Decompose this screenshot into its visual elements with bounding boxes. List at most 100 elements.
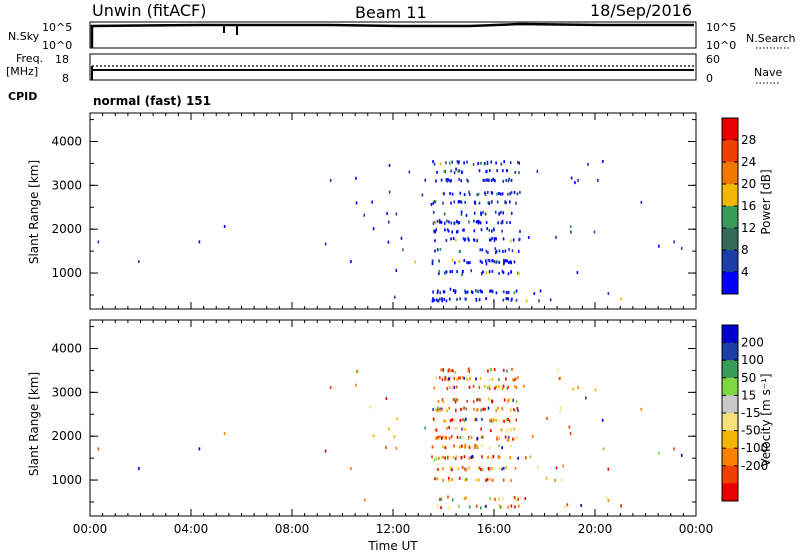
scatter-cell: [501, 467, 503, 471]
scatter-cell: [490, 201, 493, 204]
scatter-cell: [438, 269, 440, 273]
scatter-cell: [484, 191, 486, 195]
scatter-cell: [438, 456, 440, 460]
scatter-cell: [431, 262, 434, 266]
scatter-cell: [513, 378, 515, 382]
scatter-cell: [470, 269, 472, 273]
colorbar-segment: [722, 413, 738, 431]
scatter-cell: [223, 432, 226, 435]
scatter-cell: [479, 259, 482, 263]
scatter-cell: [463, 455, 466, 459]
colorbar-tick-label: 4: [741, 265, 749, 279]
scatter-cell: [454, 261, 456, 265]
scatter-cell: [448, 220, 450, 224]
scatter-cell: [585, 396, 587, 400]
scatter-cell: [453, 377, 455, 381]
scatter-cell: [440, 506, 442, 510]
freq-label-2: [MHz]: [6, 65, 38, 78]
scatter-cell: [512, 437, 514, 441]
scatter-cell: [484, 193, 487, 197]
scatter-cell: [640, 407, 643, 411]
scatter-cell: [492, 177, 495, 181]
scatter-cell: [505, 297, 507, 300]
scatter-cell: [479, 435, 482, 439]
scatter-cell: [507, 418, 509, 421]
scatter-cell: [502, 478, 505, 482]
scatter-cell: [502, 298, 505, 302]
scatter-cell: [477, 192, 480, 196]
scatter-cell: [513, 190, 516, 194]
scatter-cell: [503, 262, 505, 266]
scatter-cell: [455, 385, 458, 389]
scatter-cell: [607, 467, 610, 471]
scatter-cell: [513, 291, 516, 295]
scatter-cell: [509, 161, 512, 165]
scatter-cell: [502, 249, 504, 253]
scatter-cell: [517, 160, 519, 164]
scatter-cell: [478, 466, 481, 470]
scatter-cell: [462, 228, 464, 232]
scatter-cell: [499, 505, 502, 509]
scatter-cell: [431, 445, 434, 449]
y-tick-label: 3000: [51, 385, 82, 399]
scatter-cell: [448, 377, 450, 381]
scatter-cell: [491, 455, 493, 459]
scatter-cell: [350, 467, 352, 471]
scatter-cell: [493, 368, 496, 371]
scatter-cell: [507, 438, 509, 442]
scatter-cell: [490, 191, 493, 194]
scatter-cell: [436, 219, 439, 223]
scatter-cell: [440, 368, 442, 372]
scatter-cell: [511, 249, 514, 253]
scatter-cell: [482, 178, 484, 182]
nsky-spike-1: [223, 25, 225, 33]
scatter-cell: [455, 408, 457, 412]
scatter-cell: [355, 201, 358, 205]
scatter-cell: [447, 495, 449, 499]
scatter-cell: [461, 407, 464, 411]
scatter-cell: [472, 163, 475, 166]
scatter-cell: [452, 289, 455, 293]
scatter-cell: [607, 499, 610, 503]
scatter-cell: [510, 178, 513, 182]
scatter-cell: [453, 171, 456, 175]
scatter-cell: [577, 386, 579, 389]
scatter-cell: [507, 505, 510, 509]
scatter-cell: [605, 496, 608, 500]
scatter-cell: [490, 367, 493, 371]
scatter-cell: [508, 290, 510, 294]
scatter-cell: [517, 409, 519, 412]
scatter-cell: [443, 419, 446, 423]
scatter-cell: [561, 478, 563, 482]
colorbar-segment: [722, 395, 738, 414]
scatter-cell: [447, 455, 449, 459]
colorbar-segment: [722, 483, 738, 502]
scatter-cell: [451, 160, 453, 164]
scatter-cell: [486, 162, 489, 166]
scatter-cell: [440, 408, 442, 412]
scatter-cell: [481, 272, 483, 276]
scatter-cell: [673, 447, 675, 451]
scatter-cell: [488, 178, 490, 182]
scatter-cell: [525, 456, 527, 460]
scatter-cell: [566, 503, 569, 507]
scatter-cell: [450, 369, 453, 373]
scatter-cell: [531, 435, 534, 438]
scatter-cell: [498, 192, 500, 195]
scatter-cell: [449, 419, 452, 423]
scatter-cell: [430, 202, 433, 206]
scatter-cell: [461, 269, 464, 273]
scatter-cell: [481, 444, 483, 448]
scatter-cell: [451, 192, 454, 196]
scatter-cell: [372, 227, 375, 231]
scatter-cell: [501, 192, 504, 196]
scatter-cell: [498, 249, 501, 253]
scatter-cell: [450, 466, 452, 470]
colorbar-segment: [722, 184, 738, 207]
scatter-cell: [454, 426, 457, 430]
scatter-cell: [424, 426, 426, 430]
scatter-cell: [512, 398, 514, 402]
scatter-cell: [456, 398, 459, 402]
scatter-cell: [517, 376, 519, 380]
